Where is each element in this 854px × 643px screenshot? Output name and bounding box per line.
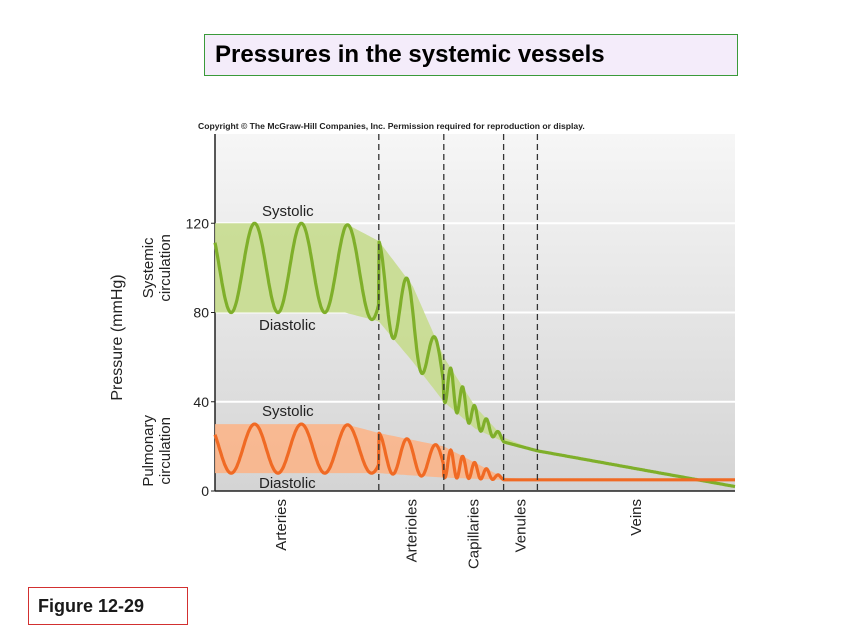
page-title: Pressures in the systemic vessels: [215, 41, 605, 68]
group-label-systemic-line-0: Systemic: [140, 237, 157, 298]
annotation-systemic-systolic: Systolic: [262, 203, 314, 220]
y-axis-label: Pressure (mmHg): [109, 274, 126, 400]
group-label-pulmonary-line-1: circulation: [157, 417, 174, 485]
systemic-pressure-band: [215, 223, 735, 487]
region-label-capillaries: Capillaries: [466, 499, 483, 569]
region-label-veins: Veins: [628, 499, 645, 536]
figure-label: Figure 12-29: [38, 595, 145, 616]
annotation-pulmonary-systolic: Systolic: [262, 403, 314, 420]
copyright-text: Copyright © The McGraw-Hill Companies, I…: [198, 121, 585, 131]
y-tick-label-40: 40: [193, 394, 209, 410]
annotation-systemic-diastolic: Diastolic: [259, 317, 316, 334]
group-label-systemic: Systemiccirculation: [140, 234, 174, 302]
y-tick-label-120: 120: [186, 215, 210, 231]
region-label-arteries: Arteries: [273, 499, 290, 551]
pulmonary-pressure-band: [215, 424, 735, 480]
group-label-systemic-line-1: circulation: [157, 234, 174, 302]
annotation-pulmonary-diastolic: Diastolic: [259, 475, 316, 492]
title-box: Pressures in the systemic vessels: [204, 34, 738, 76]
systemic-pressure-line: [213, 221, 736, 489]
region-label-venules: Venules: [513, 499, 530, 552]
pulmonary-pressure-line: [213, 422, 736, 482]
group-label-pulmonary-line-0: Pulmonary: [140, 414, 157, 486]
y-tick-label-80: 80: [193, 305, 209, 321]
figure-label-box: Figure 12-29: [28, 587, 188, 625]
region-label-arterioles: Arterioles: [403, 499, 420, 562]
group-label-pulmonary: Pulmonarycirculation: [140, 414, 174, 486]
y-tick-label-0: 0: [201, 483, 209, 499]
